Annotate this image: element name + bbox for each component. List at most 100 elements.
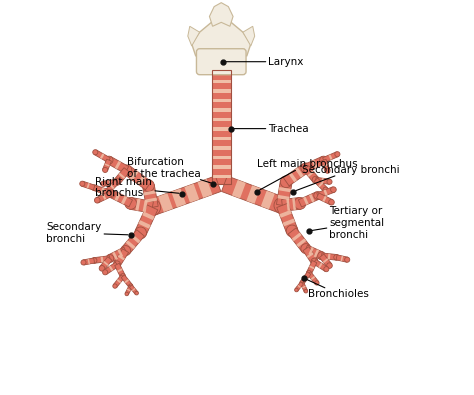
Polygon shape	[142, 212, 155, 220]
Polygon shape	[138, 220, 151, 229]
Bar	[212, 155, 231, 165]
Polygon shape	[312, 160, 318, 168]
Polygon shape	[303, 166, 319, 182]
Bar	[212, 174, 231, 184]
Polygon shape	[136, 199, 140, 211]
Polygon shape	[323, 152, 338, 162]
Bar	[212, 70, 231, 79]
Polygon shape	[198, 179, 212, 198]
Circle shape	[94, 198, 100, 203]
Polygon shape	[243, 26, 255, 46]
Circle shape	[315, 281, 319, 285]
Polygon shape	[317, 187, 335, 198]
Circle shape	[323, 187, 328, 192]
Polygon shape	[121, 196, 128, 204]
Polygon shape	[318, 263, 323, 268]
Circle shape	[100, 181, 106, 186]
Polygon shape	[109, 180, 111, 185]
Polygon shape	[286, 199, 290, 211]
Circle shape	[301, 163, 311, 173]
Bar	[212, 165, 231, 174]
Circle shape	[122, 165, 132, 175]
Polygon shape	[100, 257, 103, 262]
Polygon shape	[303, 197, 309, 205]
Polygon shape	[96, 191, 112, 203]
Circle shape	[311, 258, 318, 265]
Polygon shape	[113, 275, 125, 288]
FancyBboxPatch shape	[196, 49, 246, 75]
Circle shape	[107, 190, 115, 198]
Polygon shape	[328, 254, 330, 260]
Circle shape	[327, 179, 332, 184]
Polygon shape	[102, 194, 106, 200]
Polygon shape	[124, 166, 151, 190]
Polygon shape	[94, 256, 110, 263]
Polygon shape	[221, 176, 285, 213]
Text: Secondary bronchi: Secondary bronchi	[296, 165, 400, 191]
Polygon shape	[309, 247, 314, 255]
Bar	[212, 99, 231, 102]
Bar	[212, 107, 231, 117]
Polygon shape	[319, 254, 332, 267]
Polygon shape	[323, 190, 328, 196]
Polygon shape	[135, 205, 158, 235]
Polygon shape	[323, 164, 328, 167]
Polygon shape	[283, 218, 295, 226]
Text: Trachea: Trachea	[234, 124, 309, 134]
Polygon shape	[117, 268, 123, 272]
Circle shape	[331, 187, 336, 192]
Polygon shape	[137, 175, 146, 186]
Circle shape	[314, 192, 322, 199]
Polygon shape	[308, 171, 314, 177]
Text: Tertiary or
segmental
bronchi: Tertiary or segmental bronchi	[312, 207, 384, 240]
Circle shape	[113, 178, 120, 185]
Polygon shape	[88, 259, 90, 264]
Polygon shape	[288, 228, 310, 252]
Polygon shape	[210, 3, 233, 26]
Polygon shape	[82, 181, 95, 190]
Bar	[212, 79, 231, 88]
Text: Larynx: Larynx	[226, 57, 304, 67]
Circle shape	[334, 254, 339, 260]
Polygon shape	[129, 285, 138, 294]
Polygon shape	[144, 190, 156, 196]
Polygon shape	[118, 255, 125, 260]
Polygon shape	[341, 256, 343, 261]
Polygon shape	[328, 154, 332, 160]
Polygon shape	[321, 159, 330, 171]
Polygon shape	[171, 188, 186, 207]
Polygon shape	[309, 265, 314, 269]
Circle shape	[274, 197, 291, 214]
Circle shape	[295, 288, 298, 292]
Polygon shape	[311, 276, 315, 280]
Polygon shape	[318, 182, 323, 187]
Polygon shape	[300, 272, 311, 284]
Polygon shape	[289, 172, 297, 182]
Polygon shape	[192, 19, 251, 56]
Circle shape	[328, 199, 334, 205]
Polygon shape	[261, 191, 275, 209]
Polygon shape	[118, 173, 125, 179]
Circle shape	[143, 180, 155, 192]
Polygon shape	[104, 164, 110, 167]
Polygon shape	[188, 26, 200, 46]
Polygon shape	[117, 279, 121, 283]
Polygon shape	[323, 258, 328, 263]
Circle shape	[345, 257, 350, 262]
Circle shape	[102, 270, 108, 275]
Bar	[212, 117, 231, 127]
Polygon shape	[296, 239, 306, 247]
Circle shape	[120, 274, 126, 279]
Polygon shape	[126, 240, 136, 249]
Circle shape	[105, 156, 113, 164]
Polygon shape	[129, 170, 138, 181]
Polygon shape	[314, 249, 319, 258]
Circle shape	[324, 267, 329, 272]
Bar	[212, 88, 231, 98]
Circle shape	[128, 284, 133, 288]
Bar	[212, 70, 231, 184]
Polygon shape	[132, 288, 136, 291]
Circle shape	[113, 261, 120, 268]
Circle shape	[106, 254, 114, 262]
Polygon shape	[131, 234, 140, 243]
